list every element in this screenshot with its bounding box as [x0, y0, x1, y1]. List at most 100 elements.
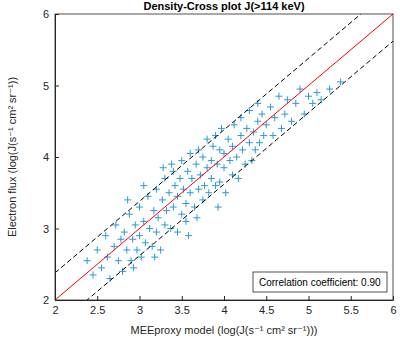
point — [281, 111, 288, 118]
x-axis: 2 2.5 3 3.5 4 4.5 5 5.5 6 — [52, 296, 396, 316]
tick-label: 5 — [306, 304, 312, 316]
point — [309, 100, 316, 107]
axis-line — [56, 300, 394, 301]
plot-frame — [55, 14, 393, 300]
point — [237, 132, 244, 139]
tick: 3 — [43, 223, 59, 235]
point — [115, 257, 122, 264]
point — [150, 207, 157, 214]
point — [151, 254, 158, 261]
point — [246, 139, 253, 146]
tick-mark — [224, 296, 225, 300]
point — [216, 146, 223, 153]
point — [252, 146, 259, 153]
tick-mark — [182, 296, 183, 300]
tick-label: 4.5 — [259, 304, 274, 316]
plot: 2 2.5 3 3.5 4 4.5 5 5.5 62 3 4 5 6 Correlation coeffi… — [43, 0, 397, 327]
point — [218, 125, 225, 132]
point — [270, 132, 277, 139]
point — [153, 229, 160, 236]
point — [193, 214, 200, 221]
point — [275, 93, 282, 100]
tick-label: 3 — [43, 223, 49, 235]
point — [204, 164, 211, 171]
point — [208, 157, 215, 164]
point — [222, 189, 229, 196]
tick-mark — [55, 300, 59, 301]
point — [254, 118, 261, 125]
point — [221, 164, 228, 171]
point — [136, 232, 143, 239]
tick: 3.5 — [175, 296, 190, 316]
point — [256, 139, 263, 146]
tick-mark — [55, 86, 59, 87]
point — [195, 186, 202, 193]
point — [132, 221, 139, 228]
tick: 5 — [43, 80, 59, 92]
annotation-frame — [253, 272, 387, 292]
annotation-box: Correlation coefficient: 0.90 — [253, 272, 387, 292]
title: Density-Cross plot J(>114 keV) — [143, 0, 304, 12]
point — [159, 196, 166, 203]
point — [130, 264, 137, 271]
tick-mark — [393, 296, 394, 300]
tick-mark — [140, 296, 141, 300]
tick-mark — [97, 296, 98, 300]
y-axis: 23456 — [43, 8, 59, 306]
tick-mark — [55, 14, 59, 15]
point — [226, 157, 233, 164]
point — [215, 204, 222, 211]
tick: 6 — [43, 8, 59, 20]
point — [124, 196, 131, 203]
point — [313, 89, 320, 96]
point — [188, 175, 195, 182]
tick: 4 — [221, 296, 227, 316]
point — [210, 143, 217, 150]
point — [166, 189, 173, 196]
point — [221, 150, 228, 157]
tick-mark — [266, 296, 267, 300]
tick-label: 6 — [390, 304, 396, 316]
point — [235, 175, 242, 182]
tick-mark — [309, 296, 310, 300]
point — [119, 268, 126, 275]
point — [326, 86, 333, 93]
point — [195, 146, 202, 153]
tick: 6 — [390, 296, 396, 316]
tick: 4.5 — [259, 296, 274, 316]
tick: 5 — [306, 296, 312, 316]
point — [133, 246, 140, 253]
point — [267, 103, 274, 110]
point — [278, 125, 285, 132]
point — [123, 246, 130, 253]
tick: 3 — [137, 296, 143, 316]
tick-label: 2 — [52, 304, 58, 316]
point — [297, 86, 304, 93]
chart: 2 2.5 3 3.5 4 4.5 5 5.5 62 3 4 5 6 Correlation coeffi… — [0, 0, 400, 342]
point — [201, 182, 208, 189]
point — [292, 100, 299, 107]
tick-label: 3.5 — [175, 304, 190, 316]
point — [111, 243, 118, 250]
tick-label: 4 — [221, 304, 227, 316]
tick-label: 2.5 — [90, 304, 105, 316]
point — [98, 264, 105, 271]
annotation: Correlation coefficient: 0.90 — [259, 277, 381, 288]
point — [174, 229, 181, 236]
point — [259, 111, 266, 118]
point — [212, 132, 219, 139]
point — [136, 204, 143, 211]
point — [140, 218, 147, 225]
point — [263, 121, 270, 128]
point — [187, 189, 194, 196]
tick: 2 — [43, 294, 59, 306]
tick: 2.5 — [90, 296, 105, 316]
tick-label: 5.5 — [344, 304, 359, 316]
point — [243, 125, 250, 132]
tick-label: 3 — [137, 304, 143, 316]
point — [160, 164, 167, 171]
point — [208, 175, 215, 182]
point — [184, 168, 191, 175]
point — [284, 96, 291, 103]
point — [216, 179, 223, 186]
